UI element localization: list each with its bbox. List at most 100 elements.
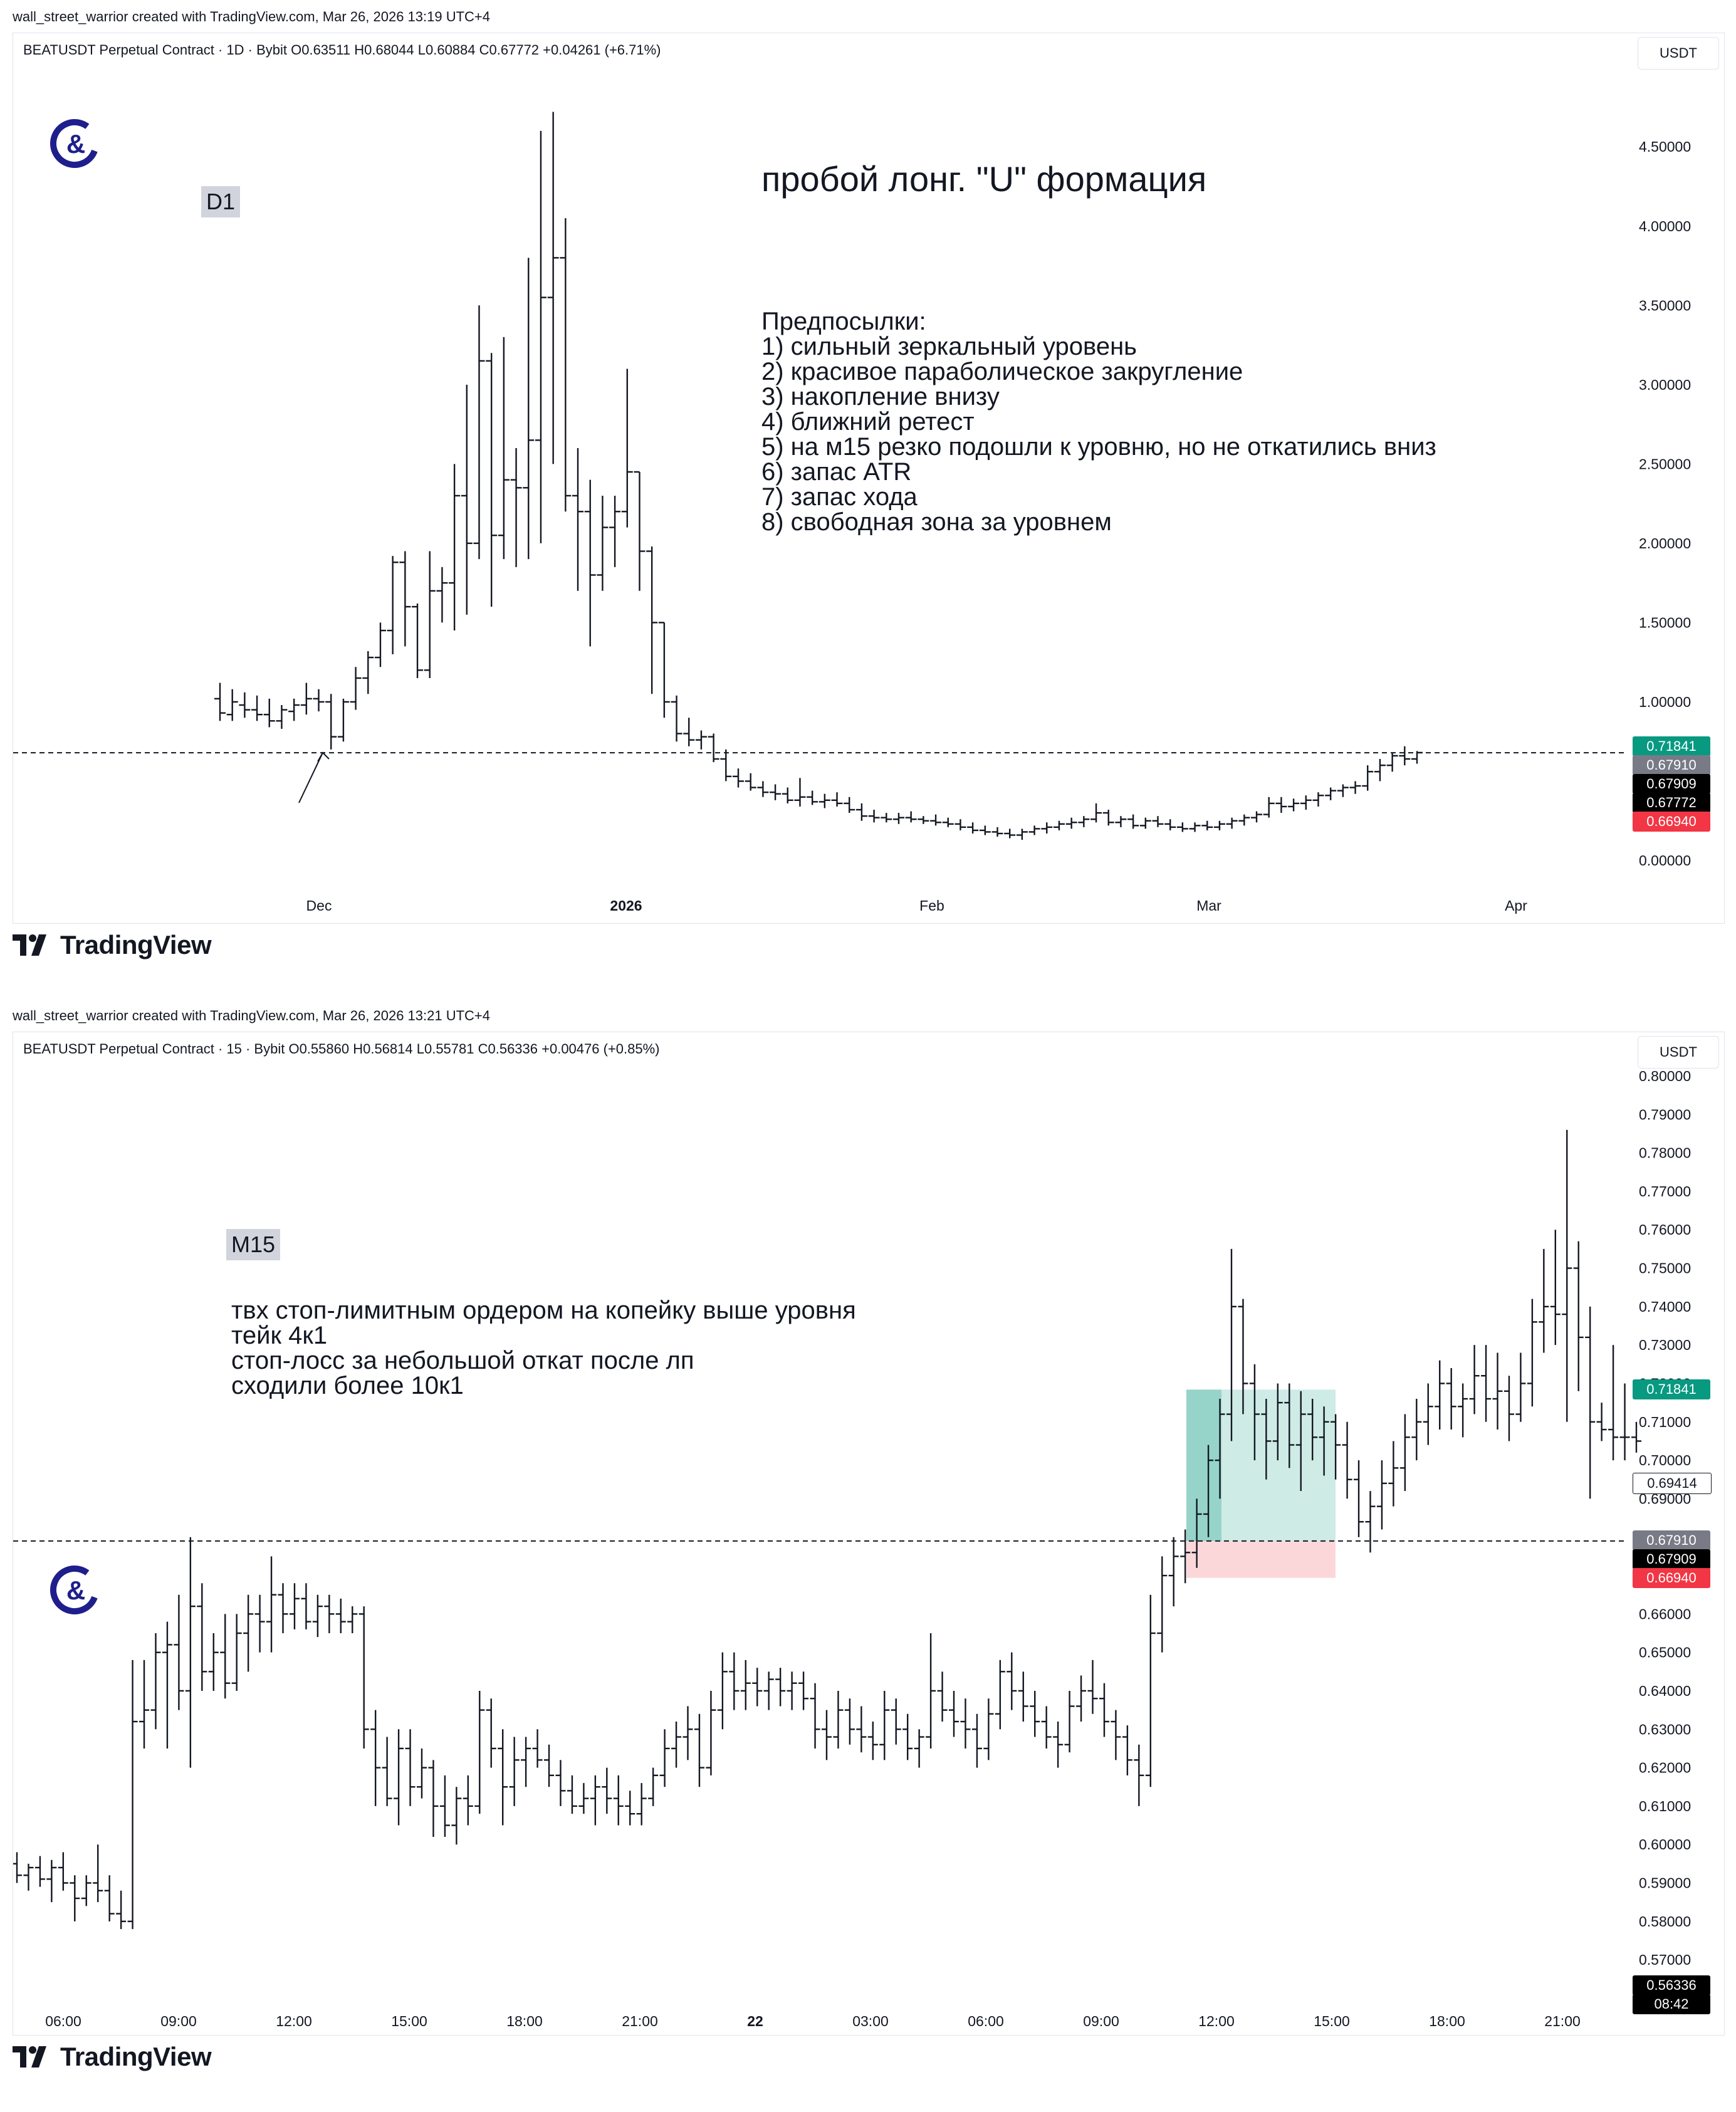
ohlc-bar <box>967 822 979 834</box>
setup-title: пробой лонг. "U" формация <box>761 159 1207 199</box>
currency-button[interactable]: USDT <box>1638 1036 1719 1069</box>
note-line: 1) сильный зеркальный уровень <box>761 333 1137 360</box>
ohlc-bar <box>1127 814 1139 829</box>
ohlc-bar <box>139 1660 150 1749</box>
ohlc-bar <box>498 1729 508 1826</box>
ohlc-bar <box>833 1690 844 1749</box>
ohlc-bar <box>794 778 806 807</box>
ohlc-bar <box>807 790 818 805</box>
ohlc-bar <box>683 718 695 746</box>
timeframe-label: D1 <box>201 186 241 217</box>
ohlc-bar <box>461 384 473 615</box>
ohlc-bar <box>1249 1364 1260 1461</box>
x-tick-label: 15:00 <box>1314 2013 1350 2029</box>
ohlc-bar <box>251 695 263 721</box>
ohlc-bar <box>1203 1445 1214 1537</box>
ohlc-bar <box>1134 1744 1144 1806</box>
ohlc-bar <box>1331 1414 1341 1480</box>
ohlc-bar <box>1064 1690 1075 1753</box>
ohlc-bar <box>424 551 436 678</box>
x-tick-label: 09:00 <box>1083 2013 1119 2029</box>
ohlc-bar <box>1030 1690 1040 1737</box>
note-line: стоп-лосс за небольшой откат после лп <box>231 1347 694 1374</box>
ohlc-bar <box>1376 1460 1387 1530</box>
ohlc-bar <box>347 1606 358 1634</box>
y-tick-label: 4.00000 <box>1639 218 1691 234</box>
ohlc-bar <box>1226 817 1238 829</box>
ohlc-bar <box>1226 1248 1237 1441</box>
ohlc-bar <box>937 1671 948 1722</box>
ohlc-bar <box>1213 820 1225 830</box>
tradingview-wordmark: TradingView <box>60 930 212 959</box>
y-tick-label: 0.58000 <box>1639 1913 1691 1930</box>
y-tick-label: 0.70000 <box>1639 1452 1691 1468</box>
m15-chart-panel[interactable]: BEATUSDT Perpetual Contract · 15 · Bybit… <box>13 1032 1725 2036</box>
x-tick-label: 03:00 <box>852 2013 889 2029</box>
ohlc-bar <box>394 1729 404 1826</box>
ohlc-bar <box>720 749 732 782</box>
ohlc-bar <box>798 1671 809 1710</box>
ohlc-bar <box>1065 817 1077 829</box>
ohlc-bar <box>1122 1725 1132 1775</box>
ohlc-bar <box>1342 1421 1352 1499</box>
ohlc-bar <box>770 784 782 800</box>
ohlc-bar <box>1349 781 1361 794</box>
ohlc-bar <box>535 130 546 543</box>
ohlc-bar <box>1007 1652 1017 1710</box>
y-tick-label: 0.00000 <box>1639 852 1691 869</box>
y-tick-label: 0.63000 <box>1639 1721 1691 1737</box>
ohlc-bar <box>831 792 843 807</box>
ohlc-bar <box>1139 817 1151 829</box>
ohlc-bar <box>301 1583 311 1629</box>
price-tag: 0.71841 <box>1633 1379 1710 1400</box>
y-tick-label: 0.57000 <box>1639 1952 1691 1968</box>
ohlc-bar <box>818 793 830 808</box>
ohlc-bar <box>867 1722 878 1760</box>
ohlc-bar <box>995 1660 1005 1730</box>
currency-button[interactable]: USDT <box>1638 37 1719 70</box>
ohlc-bar <box>729 1652 740 1710</box>
ohlc-bar <box>1102 810 1114 826</box>
ohlc-bar <box>763 1671 774 1710</box>
m15-ohlc-chart[interactable]: 0.57000 0.58000 0.59000 0.60000 0.61000 0.620… <box>13 1032 1724 2035</box>
x-tick-label: 21:00 <box>1544 2013 1581 2029</box>
annotation-arrow <box>298 752 323 803</box>
ohlc-bar <box>463 1775 473 1826</box>
ohlc-bar <box>1539 1248 1549 1353</box>
ohlc-bar <box>1608 1345 1619 1461</box>
ohlc-bar <box>289 1583 300 1629</box>
author-logo-icon: & <box>50 1566 99 1614</box>
price-tag: 08:42 <box>1633 1994 1710 2014</box>
note-line: тейк 4к1 <box>231 1322 328 1349</box>
daily-ohlc-chart[interactable]: 0.000000.500001.000001.500002.000002.500… <box>13 33 1724 923</box>
ohlc-bar <box>473 305 485 560</box>
note-line: 5) на м15 резко подошли к уровню, но не … <box>761 433 1436 461</box>
ohlc-bar <box>930 814 942 826</box>
x-tick-label: Feb <box>919 897 944 914</box>
ohlc-bar <box>1191 1498 1202 1568</box>
ohlc-bar <box>1307 1399 1318 1461</box>
ohlc-bar <box>621 369 633 528</box>
ohlc-bar <box>417 1748 427 1799</box>
ohlc-bar <box>1562 1129 1572 1422</box>
ohlc-bar <box>1446 1367 1456 1430</box>
price-tag: 0.69414 <box>1633 1473 1712 1495</box>
ohlc-bar <box>1399 1414 1410 1492</box>
ohlc-bar <box>636 1783 647 1826</box>
ohlc-bar <box>787 1671 797 1710</box>
ohlc-bar <box>1288 798 1300 812</box>
price-tag: 0.71841 <box>1633 736 1710 757</box>
y-tick-label: 0.73000 <box>1639 1337 1691 1353</box>
ohlc-bar <box>1374 759 1386 782</box>
ohlc-bar <box>46 1859 57 1903</box>
symbol-ohlc-line: BEATUSDT Perpetual Contract · 15 · Bybit… <box>23 1041 660 1057</box>
daily-chart-panel[interactable]: BEATUSDT Perpetual Contract · 1D · Bybit… <box>13 33 1725 924</box>
ohlc-bar <box>439 1775 450 1837</box>
ohlc-bar <box>412 604 424 678</box>
x-tick-label: 21:00 <box>622 2013 658 2029</box>
x-tick-label: Mar <box>1196 897 1221 914</box>
annotation-arrowhead <box>317 751 330 762</box>
ohlc-bar <box>584 479 596 647</box>
price-tag: 0.67909 <box>1633 1549 1710 1570</box>
ohlc-bar <box>1053 1722 1064 1768</box>
